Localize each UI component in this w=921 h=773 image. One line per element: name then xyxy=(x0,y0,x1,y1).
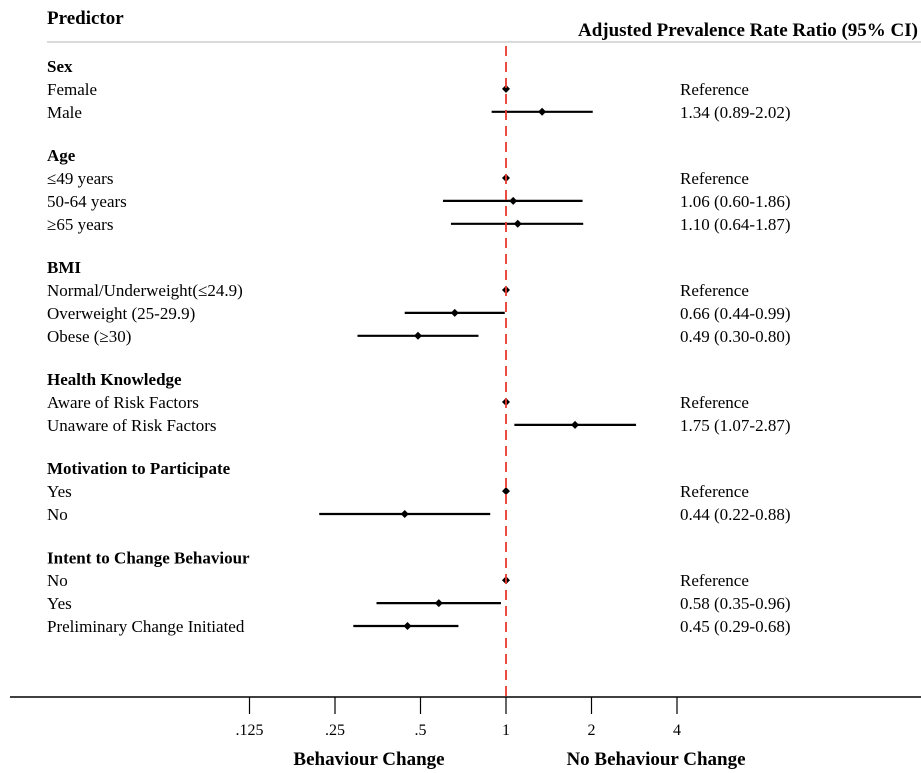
estimate-marker xyxy=(538,107,547,116)
group-title: Sex xyxy=(47,57,73,76)
row-estimate-text: 0.45 (0.29-0.68) xyxy=(680,617,790,636)
rows-layer: Sex Female Reference Male 1.34 (0.89-2.02) Ag… xyxy=(47,57,790,636)
row-estimate-text: 0.66 (0.44-0.99) xyxy=(680,304,790,323)
row-estimate-text: Reference xyxy=(680,393,749,412)
row-label: Preliminary Change Initiated xyxy=(47,617,245,636)
group-title: BMI xyxy=(47,258,81,277)
estimate-header: Adjusted Prevalence Rate Ratio (95% CI) xyxy=(578,20,918,41)
row-label: ≤49 years xyxy=(47,169,113,188)
row-label: No xyxy=(47,505,68,524)
group-title: Intent to Change Behaviour xyxy=(47,548,250,567)
row-estimate-text: 0.44 (0.22-0.88) xyxy=(680,505,790,524)
row-estimate-text: 1.75 (1.07-2.87) xyxy=(680,416,790,435)
predictor-header: Predictor xyxy=(47,8,124,29)
estimate-marker xyxy=(414,331,423,340)
estimate-marker xyxy=(434,599,443,608)
x-tick-label: 4 xyxy=(673,722,681,739)
estimate-marker xyxy=(450,308,459,317)
row-estimate-text: Reference xyxy=(680,482,749,501)
group-title: Motivation to Participate xyxy=(47,459,231,478)
estimate-marker xyxy=(509,196,518,205)
x-tick-label: 2 xyxy=(588,722,596,739)
estimate-marker xyxy=(502,84,510,93)
row-label: Unaware of Risk Factors xyxy=(47,416,217,435)
row-label: ≥65 years xyxy=(47,215,113,234)
row-estimate-text: Reference xyxy=(680,571,749,590)
row-estimate-text: Reference xyxy=(680,281,749,300)
x-tick-label: .125 xyxy=(236,722,264,739)
row-estimate-text: Reference xyxy=(680,80,749,99)
x-tick-label: .25 xyxy=(325,722,345,739)
group-title: Health Knowledge xyxy=(47,370,182,389)
estimate-marker xyxy=(571,420,580,429)
estimate-marker xyxy=(403,622,412,630)
estimate-marker xyxy=(400,510,409,518)
group-title: Age xyxy=(47,146,76,165)
row-estimate-text: Reference xyxy=(680,169,749,188)
row-estimate-text: 1.34 (0.89-2.02) xyxy=(680,103,790,122)
estimate-marker xyxy=(502,487,510,496)
estimate-marker xyxy=(513,219,522,228)
x-tick-label: 1 xyxy=(502,722,510,739)
row-estimate-text: 0.58 (0.35-0.96) xyxy=(680,594,790,613)
row-label: Aware of Risk Factors xyxy=(47,393,199,412)
row-label: Obese (≥30) xyxy=(47,327,131,346)
row-label: No xyxy=(47,571,68,590)
row-label: 50-64 years xyxy=(47,192,127,211)
row-estimate-text: 1.10 (0.64-1.87) xyxy=(680,215,790,234)
row-label: Yes xyxy=(47,482,72,501)
row-label: Female xyxy=(47,80,97,99)
x-label-left: Behaviour Change xyxy=(293,749,444,770)
x-label-right: No Behaviour Change xyxy=(566,749,745,770)
row-label: Overweight (25-29.9) xyxy=(47,304,195,323)
row-label: Yes xyxy=(47,594,72,613)
x-tick-label: .5 xyxy=(415,722,427,739)
row-label: Normal/Underweight(≤24.9) xyxy=(47,281,243,300)
x-axis-ticks: .125 .25 .5 1 2 4 xyxy=(236,697,681,739)
row-estimate-text: 0.49 (0.30-0.80) xyxy=(680,327,790,346)
row-estimate-text: 1.06 (0.60-1.86) xyxy=(680,192,790,211)
row-label: Male xyxy=(47,103,82,122)
